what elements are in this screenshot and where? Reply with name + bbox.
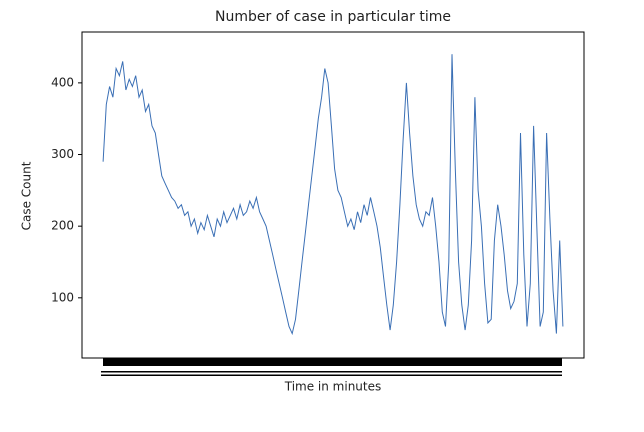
x-tick-labels-overlap (103, 358, 562, 366)
x-tick-labels-overlap (101, 374, 562, 376)
y-tick-label: 100 (51, 290, 74, 304)
plot-frame (81, 31, 585, 359)
y-axis-label: Case Count (20, 161, 34, 230)
x-tick-labels-overlap (101, 371, 562, 373)
y-tick-label: 300 (51, 147, 74, 161)
y-tick-label: 400 (51, 75, 74, 89)
chart-title: Number of case in particular time (215, 9, 451, 25)
x-axis-label: Time in minutes (284, 380, 382, 394)
y-tick-label: 200 (51, 219, 74, 233)
data-line (102, 54, 564, 336)
